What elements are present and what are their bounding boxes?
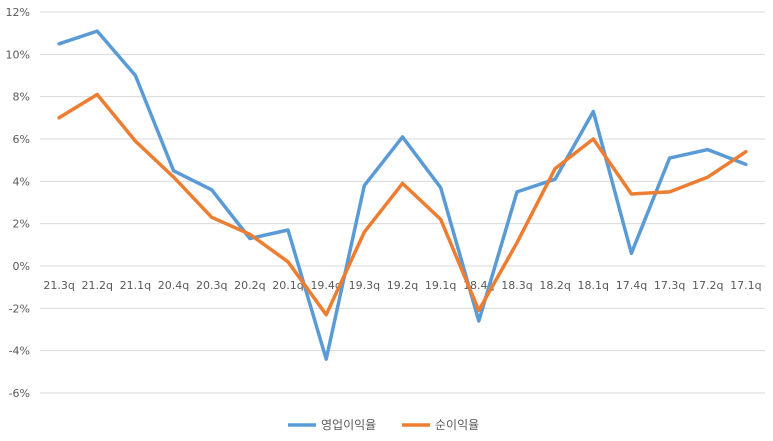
x-tick-label: 17.2q (692, 279, 723, 292)
series-lines (57, 29, 748, 361)
x-tick-label: 19.4q (310, 279, 341, 292)
x-tick-label: 21.2q (81, 279, 112, 292)
y-tick-label: 10% (6, 48, 30, 61)
x-axis-ticks: 21.3q 21.2q 21.1q 20.4q 20.3q 20.2q 20.1q 19.4q… (43, 279, 761, 292)
legend-label-1: 영업이익율 (321, 418, 376, 432)
y-tick-label: 0% (13, 260, 30, 273)
x-tick-label: 17.4q (616, 279, 647, 292)
y-axis-ticks: 12% 10% 8% 6% 4% 2% 0% -2% -4% -6% (6, 6, 30, 400)
y-tick-label: 2% (13, 218, 30, 231)
y-tick-label: -6% (9, 387, 30, 400)
y-tick-label: 4% (13, 175, 30, 188)
series-line-2 (57, 92, 748, 317)
x-tick-label: 20.3q (196, 279, 227, 292)
x-tick-label: 17.3q (654, 279, 685, 292)
legend: 영업이익율 순이익율 (288, 418, 479, 432)
y-tick-label: -2% (9, 302, 30, 315)
y-tick-label: -4% (9, 345, 30, 358)
x-tick-label: 21.3q (43, 279, 74, 292)
x-tick-label: 20.1q (272, 279, 303, 292)
x-tick-label: 20.2q (234, 279, 265, 292)
y-tick-label: 6% (13, 133, 30, 146)
x-tick-label: 17.1q (730, 279, 761, 292)
x-tick-label: 21.1q (120, 279, 151, 292)
x-tick-label: 18.1q (578, 279, 609, 292)
x-tick-label: 20.4q (158, 279, 189, 292)
x-tick-label: 19.2q (387, 279, 418, 292)
legend-label-2: 순이익율 (435, 418, 479, 432)
y-tick-label: 12% (6, 6, 30, 19)
x-tick-label: 18.3q (501, 279, 532, 292)
x-tick-label: 18.2q (539, 279, 570, 292)
x-tick-label: 19.1q (425, 279, 456, 292)
gridlines (40, 11, 765, 394)
series-line-1 (57, 29, 748, 361)
x-tick-label: 19.3q (349, 279, 380, 292)
y-tick-label: 8% (13, 91, 30, 104)
